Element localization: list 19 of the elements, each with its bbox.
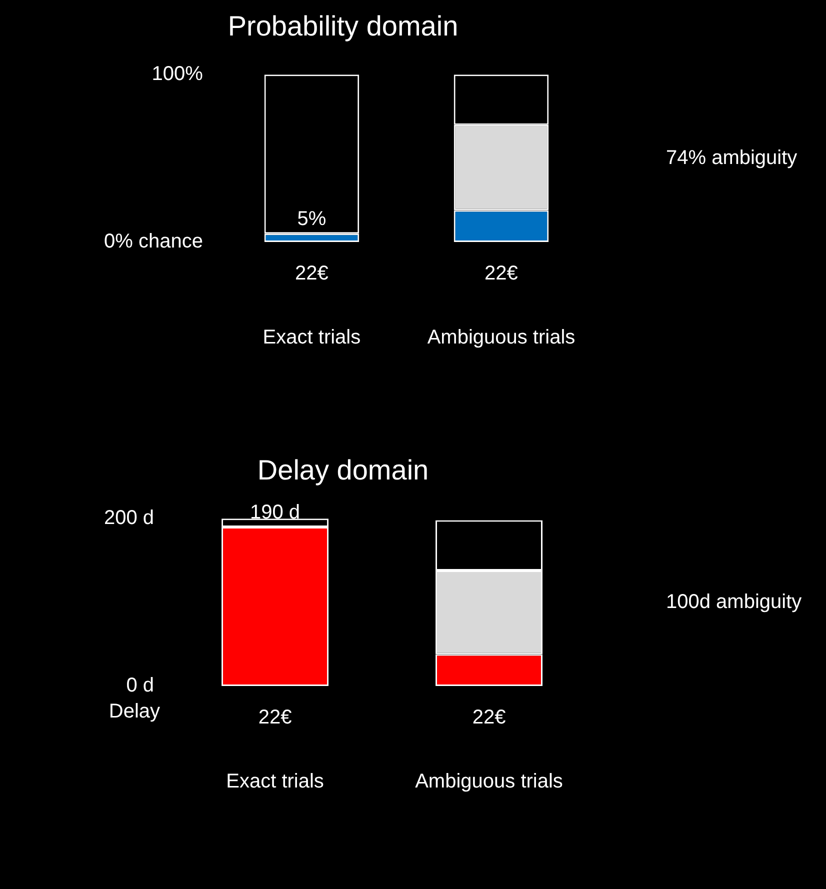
- chart-title: Probability domain: [228, 10, 458, 42]
- text: 74% ambiguity: [666, 146, 798, 169]
- text: 22€: [295, 262, 328, 285]
- x-tick-label: Ambiguous trials: [427, 326, 576, 349]
- text: 22€: [258, 706, 292, 729]
- data-label: 5%: [297, 208, 326, 230]
- x-tick-label: Ambiguous trials: [415, 770, 563, 793]
- y-axis-title: Delay: [108, 700, 160, 723]
- x-tick-label: Exact trials: [226, 770, 324, 793]
- y-tick-label: 0 d: [126, 674, 154, 697]
- x-tick-label: Exact trials: [262, 326, 361, 349]
- data-label: 190 d: [250, 501, 300, 524]
- y-tick-label: 100%: [152, 63, 204, 86]
- text: 22€: [472, 706, 506, 729]
- y-tick-label: 0% chance: [104, 230, 203, 253]
- text: 100d ambiguity: [666, 590, 802, 613]
- chart-title: Delay domain: [257, 454, 429, 486]
- text: 22€: [484, 262, 518, 285]
- y-tick-label: 200 d: [104, 507, 154, 530]
